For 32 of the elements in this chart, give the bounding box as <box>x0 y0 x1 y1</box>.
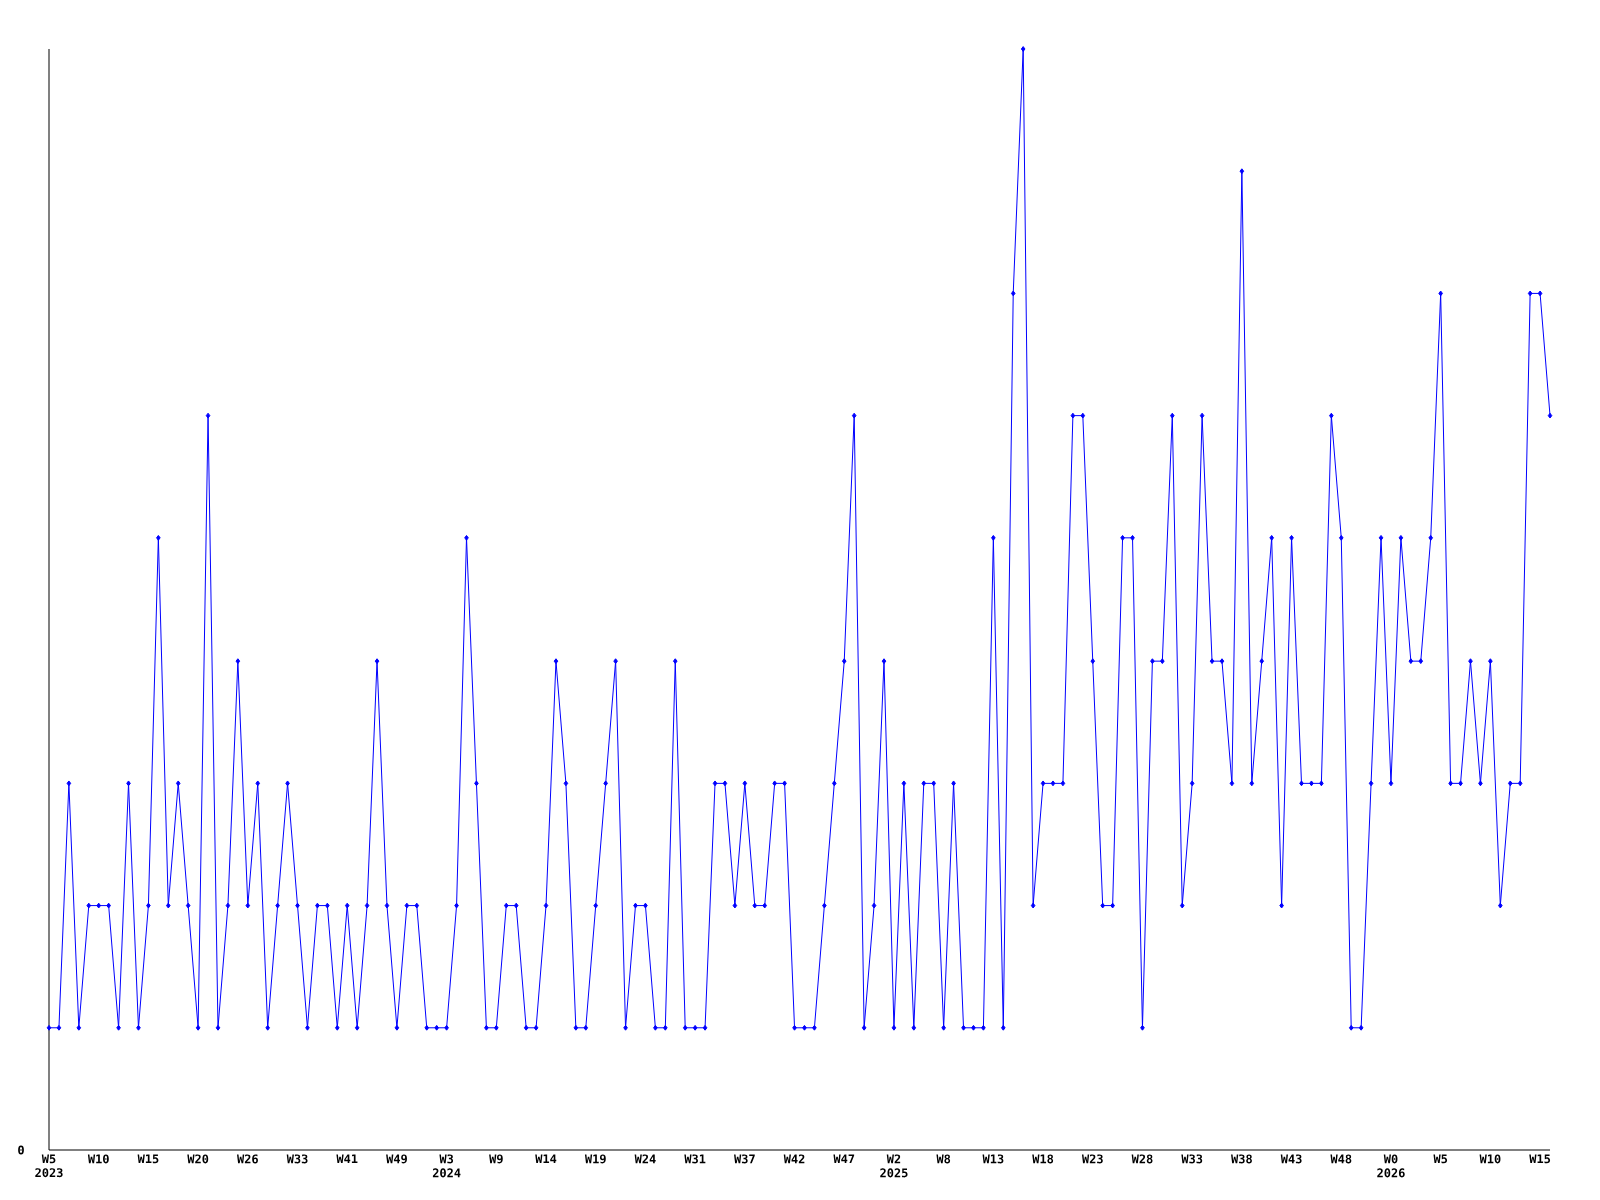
x-tick-label: W13 <box>982 1154 1004 1164</box>
text: 0 <box>18 1145 24 1155</box>
x-tick-label: W26 <box>237 1154 258 1164</box>
x-tick-label: W47 <box>833 1154 855 1164</box>
x-tick-label: W14 <box>535 1154 557 1164</box>
x-tick-label: W19 <box>584 1154 606 1164</box>
x-tick-label: W9 <box>489 1154 503 1164</box>
x-tick-label: W42 <box>783 1154 805 1164</box>
x-tick-label: W18 <box>1032 1154 1054 1164</box>
x-tick-label: W33 <box>286 1154 308 1164</box>
x-tick-label: W38 <box>1231 1154 1252 1164</box>
x-tick-label: W5 <box>1433 1154 1448 1164</box>
x-tick-label: W15 <box>1529 1154 1551 1164</box>
x-tick-label: W10 <box>87 1154 109 1164</box>
x-tick-label: W48 <box>1330 1154 1352 1164</box>
x-tick-label: W3 2024 <box>432 1154 461 1178</box>
x-tick-label: W49 <box>386 1154 407 1164</box>
x-tick-label: W33 <box>1181 1154 1203 1164</box>
x-tick-label: W37 <box>734 1154 755 1164</box>
x-tick-label: W5 2023 <box>35 1154 63 1178</box>
x-tick-label: W10 <box>1479 1154 1501 1164</box>
x-tick-label: W43 <box>1280 1154 1302 1164</box>
x-tick-label: W20 <box>187 1154 209 1164</box>
x-tick-label: W23 <box>1081 1154 1103 1164</box>
x-tick-label: W28 <box>1131 1154 1153 1164</box>
x-tick-label: W31 <box>684 1154 706 1164</box>
x-tick-label: W15 <box>137 1154 159 1164</box>
x-tick-label: W8 <box>936 1154 951 1164</box>
x-tick-label: W2 2025 <box>880 1154 908 1178</box>
x-tick-label: W0 2026 <box>1377 1154 1405 1178</box>
x-tick-label: W41 <box>336 1154 358 1164</box>
x-tick-label: W24 <box>634 1154 656 1164</box>
